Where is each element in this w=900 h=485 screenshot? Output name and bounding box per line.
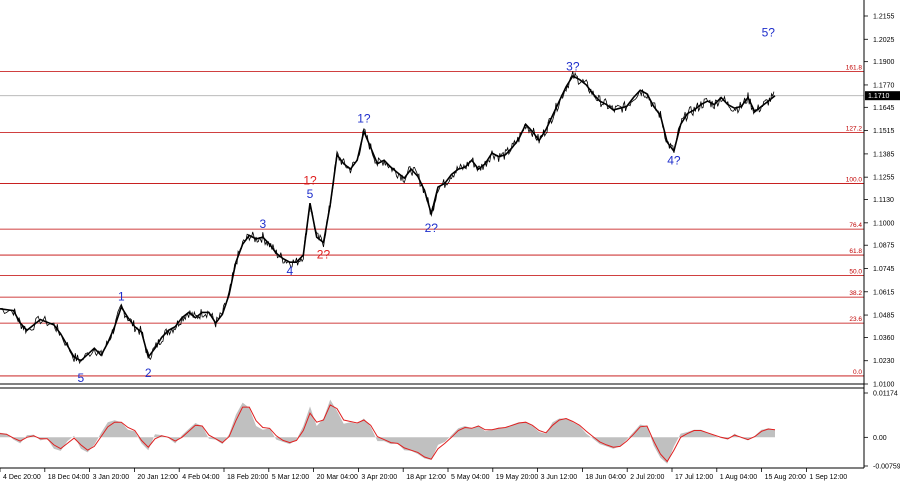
indicator-axis: 0.01174 0.00 -0.00759 xyxy=(864,391,900,471)
time-tick-label: 20 Mar 04:00 xyxy=(317,474,358,481)
price-tick-label: 1.0100 xyxy=(873,382,895,389)
time-tick-label: 18 Jun 04:00 xyxy=(585,474,626,481)
price-tick-label: 1.1000 xyxy=(873,220,895,227)
price-tick-label: 1.0360 xyxy=(873,335,895,342)
wave-label: 2? xyxy=(425,221,439,235)
price-tick-label: 1.1255 xyxy=(873,175,895,182)
price-tick-label: 1.1385 xyxy=(873,151,895,158)
fib-label: 76.4 xyxy=(849,222,862,229)
indicator-tick-label: -0.00759 xyxy=(873,464,900,471)
price-tick-label: 1.0745 xyxy=(873,266,895,273)
indicator-tick-label: 0.00 xyxy=(873,435,887,442)
indicator-tick-label: 0.01174 xyxy=(873,391,898,398)
wave-label: 1? xyxy=(303,173,317,187)
current-price-label: 1.1710 xyxy=(868,93,890,100)
time-tick-label: 18 Dec 04:00 xyxy=(48,474,90,481)
wave-label: 5 xyxy=(307,187,314,201)
time-tick-label: 18 Feb 20:00 xyxy=(227,474,268,481)
time-tick-label: 5 Mar 12:00 xyxy=(272,474,309,481)
fib-label: 100.0 xyxy=(846,176,863,183)
price-tick-label: 1.1515 xyxy=(873,128,895,135)
time-tick-label: 18 Apr 12:00 xyxy=(406,474,446,481)
price-tick-label: 1.0230 xyxy=(873,358,895,365)
price-series-noise xyxy=(0,71,775,365)
time-tick-label: 4 Dec 20:00 xyxy=(3,474,41,481)
time-tick-label: 15 Aug 20:00 xyxy=(765,474,806,481)
fib-label: 0.0 xyxy=(853,369,862,376)
price-tick-label: 1.0485 xyxy=(873,313,895,320)
time-tick-label: 1 Sep 12:00 xyxy=(809,474,847,481)
fibonacci-levels: 161.8 127.2 100.0 76.4 61.8 50.0 38.2 23.6 0.0 xyxy=(0,65,864,377)
time-tick-label: 5 May 04:00 xyxy=(451,474,490,481)
wave-label: 1 xyxy=(118,290,125,304)
fib-label: 127.2 xyxy=(846,125,863,132)
time-tick-label: 3 Jun 12:00 xyxy=(541,474,578,481)
time-tick-label: 3 Apr 20:00 xyxy=(361,474,397,481)
time-tick-label: 20 Jan 12:00 xyxy=(137,474,178,481)
price-tick-label: 1.2155 xyxy=(873,14,895,21)
price-tick-label: 1.1130 xyxy=(873,197,894,204)
time-tick-label: 1 Aug 04:00 xyxy=(720,474,757,481)
time-tick-label: 4 Feb 04:00 xyxy=(182,474,219,481)
wave-label: 1? xyxy=(357,112,371,126)
wave-label: 3? xyxy=(566,60,580,74)
time-tick-label: 19 May 20:00 xyxy=(496,474,539,481)
time-tick-label: 17 Jul 12:00 xyxy=(675,474,713,481)
wave-label: 4? xyxy=(667,154,681,168)
wave-label: 5 xyxy=(78,371,85,385)
price-tick-label: 1.0615 xyxy=(873,289,895,296)
price-tick-label: 1.1645 xyxy=(873,105,895,112)
wave-label: 2 xyxy=(145,366,152,380)
time-axis: 4 Dec 20:00 18 Dec 04:00 3 Jan 20:00 20 Jan… xyxy=(0,468,847,481)
wave-label: 2? xyxy=(317,248,331,262)
current-price-marker: 1.1710 xyxy=(865,91,900,101)
price-tick-label: 1.1770 xyxy=(873,82,895,89)
fib-label: 161.8 xyxy=(846,65,863,72)
wave-label: 4 xyxy=(286,264,293,278)
fib-label: 61.8 xyxy=(849,248,862,255)
fib-label: 38.2 xyxy=(849,290,862,297)
wave-label: 5? xyxy=(762,26,776,40)
fib-label: 23.6 xyxy=(849,316,862,323)
time-tick-label: 2 Jul 20:00 xyxy=(630,474,664,481)
price-tick-label: 1.0875 xyxy=(873,243,895,250)
wave-label: 3 xyxy=(259,217,266,231)
price-axis: 1.2155 1.2025 1.1900 1.1770 1.1645 1.1515 1.13… xyxy=(864,14,895,389)
time-tick-label: 3 Jan 20:00 xyxy=(93,474,130,481)
fib-label: 50.0 xyxy=(849,269,862,276)
price-tick-label: 1.1900 xyxy=(873,59,895,66)
indicator-signal-line xyxy=(0,404,776,463)
price-tick-label: 1.2025 xyxy=(873,37,895,44)
